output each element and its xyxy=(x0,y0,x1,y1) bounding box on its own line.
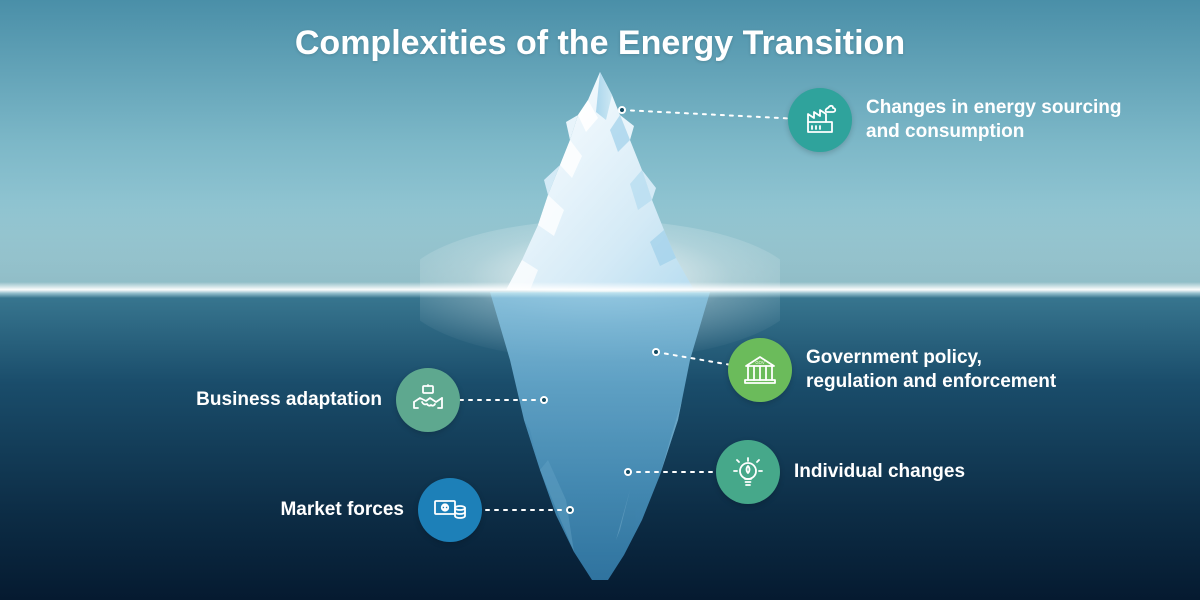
callout-label: Individual changes xyxy=(794,460,965,484)
callout-label: Changes in energy sourcing and consumpti… xyxy=(866,96,1126,144)
callout-label: Government policy, regulation and enforc… xyxy=(806,346,1066,394)
callout-label: Market forces xyxy=(280,498,404,522)
connector-dot xyxy=(652,348,660,356)
callout-energy-sourcing: Changes in energy sourcing and consumpti… xyxy=(788,88,1140,152)
infographic-scene: Complexities of the Energy Transition Ch… xyxy=(0,0,1200,600)
waterline xyxy=(0,282,1200,298)
connector-dot xyxy=(618,106,626,114)
callout-individual: Individual changes xyxy=(716,440,979,504)
government-icon: GOV xyxy=(728,338,792,402)
lightbulb-icon xyxy=(716,440,780,504)
factory-plant-icon xyxy=(788,88,852,152)
callout-label: Business adaptation xyxy=(196,388,382,412)
handshake-icon xyxy=(396,368,460,432)
callout-business: Business adaptation xyxy=(182,368,460,432)
infographic-title: Complexities of the Energy Transition xyxy=(0,24,1200,63)
callout-government: GOV Government policy, regulation and enf… xyxy=(728,338,1080,402)
money-icon xyxy=(418,478,482,542)
connector-dot xyxy=(624,468,632,476)
connector-dot xyxy=(566,506,574,514)
callout-market: Market forces xyxy=(266,478,482,542)
connector-dot xyxy=(540,396,548,404)
svg-text:GOV: GOV xyxy=(755,360,765,365)
